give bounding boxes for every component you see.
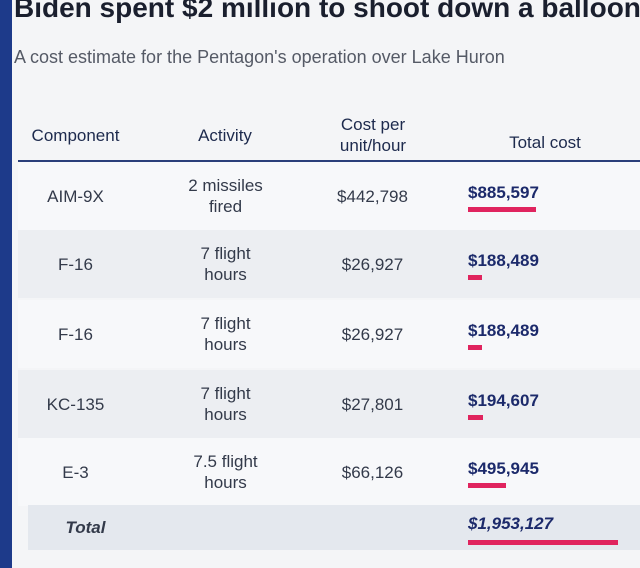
left-edge	[0, 0, 12, 568]
row-bg	[18, 438, 640, 506]
header-rule	[18, 160, 640, 162]
cost-per-unit: $442,798	[337, 186, 408, 206]
total-cost: $188,489	[468, 320, 539, 340]
total-cost: $188,489	[468, 250, 539, 270]
component: E-3	[62, 462, 89, 482]
subtitle: A cost estimate for the Pentagon's opera…	[14, 47, 505, 67]
component: F-16	[58, 254, 93, 274]
cost-per-unit: $26,927	[341, 324, 404, 344]
component: KC-135	[46, 394, 105, 414]
cost-bar	[468, 345, 483, 350]
cost-bar	[468, 207, 536, 212]
column-header: Component	[31, 125, 120, 145]
cost-bar	[468, 275, 483, 280]
activity: 7 flight hours	[200, 384, 251, 424]
activity: 7 flight hours	[200, 314, 251, 354]
cost-per-unit: $27,801	[341, 394, 404, 414]
activity: 2 missiles fired	[188, 176, 263, 216]
total-cost: $495,945	[468, 458, 539, 478]
row-bg	[18, 230, 640, 298]
total-value: $1,953,127	[468, 514, 554, 533]
column-header: Activity	[198, 125, 252, 145]
activity: 7.5 flight hours	[193, 452, 258, 492]
row-bg	[18, 300, 640, 368]
total-label: Total	[65, 518, 106, 537]
total-bar	[468, 540, 618, 545]
total-cost: $885,597	[468, 182, 539, 202]
row-bg	[18, 370, 640, 438]
cost-per-unit: $66,126	[341, 462, 404, 482]
column-header: Cost per unit/hour	[339, 115, 407, 155]
cost-bar	[468, 483, 507, 488]
total-cost: $194,607	[468, 390, 539, 410]
component: AIM-9X	[47, 186, 104, 206]
cost-per-unit: $26,927	[341, 254, 404, 274]
cost-bar	[468, 415, 483, 420]
component: F-16	[58, 324, 93, 344]
column-header: Total cost	[509, 132, 581, 152]
row-bg	[18, 162, 640, 230]
title: Biden spent $2 million to shoot down a b…	[14, 0, 640, 23]
activity: 7 flight hours	[200, 244, 251, 284]
